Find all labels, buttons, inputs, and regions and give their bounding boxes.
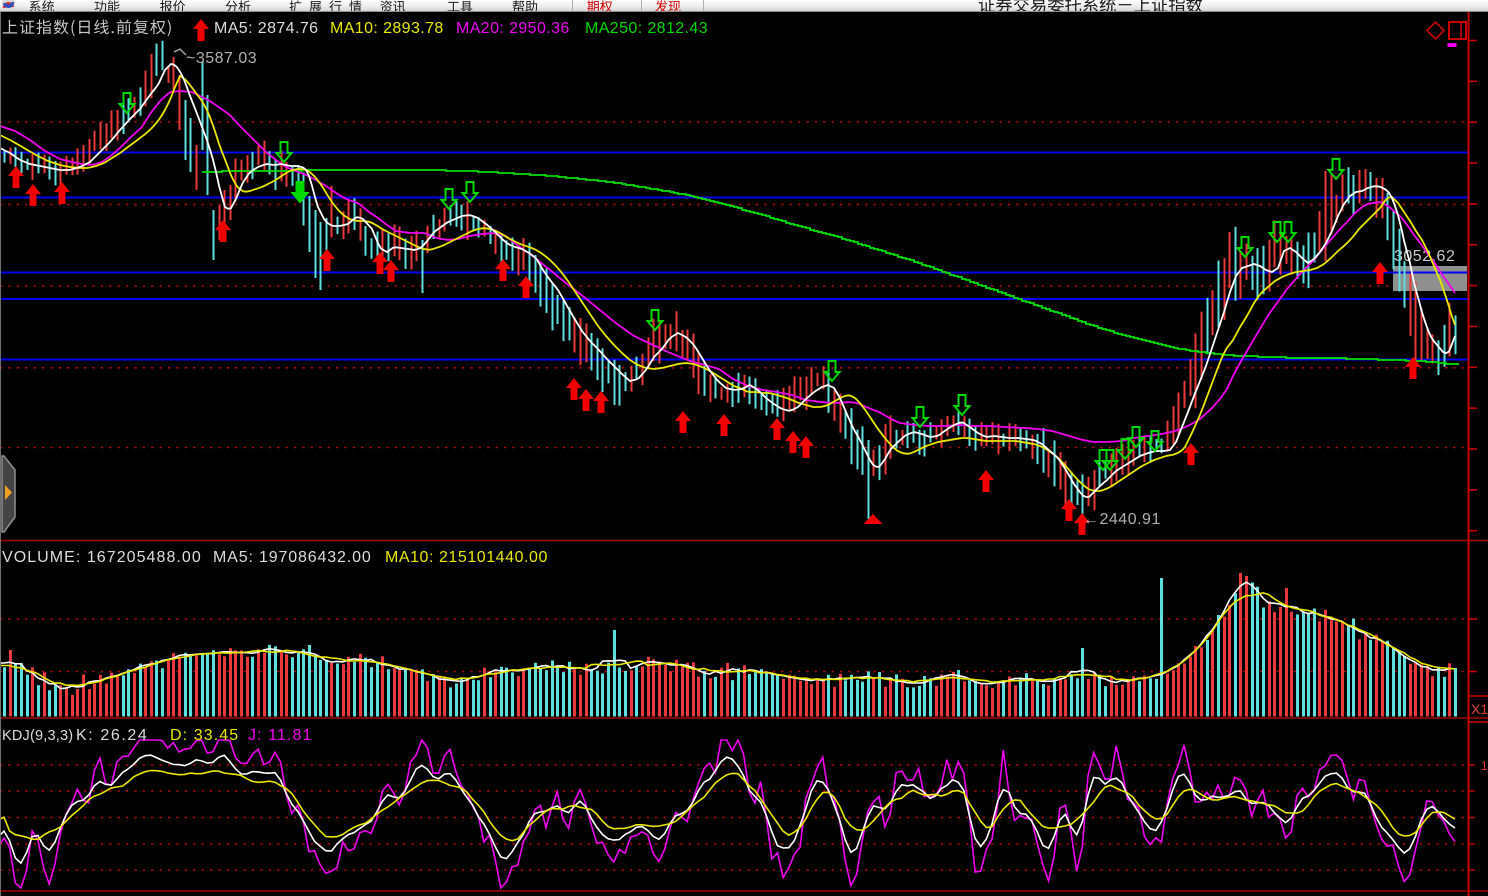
svg-text:J: 11.81: J: 11.81 <box>248 727 313 744</box>
svg-text:MA20: 2950.36: MA20: 2950.36 <box>456 20 570 37</box>
svg-text:D: 33.45: D: 33.45 <box>170 727 239 744</box>
svg-text:K: 26.24: K: 26.24 <box>76 727 148 744</box>
svg-text:KDJ(9,3,3): KDJ(9,3,3) <box>2 728 73 744</box>
svg-text:X1: X1 <box>1471 701 1488 717</box>
svg-text:1: 1 <box>1481 759 1488 773</box>
svg-text:MA250: 2812.43: MA250: 2812.43 <box>585 20 708 37</box>
svg-text:VOLUME: 167205488.00: VOLUME: 167205488.00 <box>2 549 202 566</box>
svg-text:~3587.03: ~3587.03 <box>186 50 257 67</box>
svg-text:MA5: 197086432.00: MA5: 197086432.00 <box>213 549 372 566</box>
svg-text:MA5: 2874.76: MA5: 2874.76 <box>214 20 318 37</box>
svg-text:MA10: 215101440.00: MA10: 215101440.00 <box>385 549 548 566</box>
svg-text:←2440.91: ←2440.91 <box>1083 511 1161 528</box>
svg-text:MA10: 2893.78: MA10: 2893.78 <box>330 20 444 37</box>
